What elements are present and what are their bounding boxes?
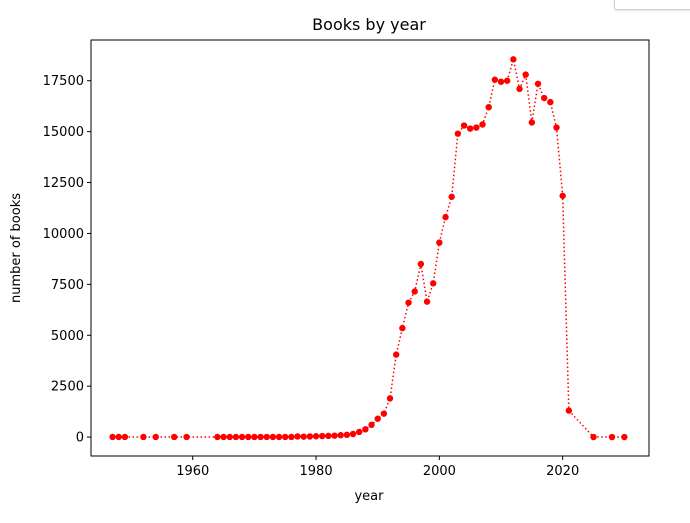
y-tick-label: 0 — [76, 431, 84, 446]
data-point — [386, 395, 394, 402]
y-tick-label: 17500 — [43, 74, 84, 89]
data-point — [183, 433, 190, 441]
data-point — [393, 351, 400, 358]
data-point — [473, 124, 480, 131]
y-tick-label: 5000 — [51, 329, 84, 344]
data-point — [547, 98, 554, 106]
data-point — [466, 125, 474, 132]
data-point — [380, 410, 388, 417]
data-point — [590, 433, 597, 441]
data-point — [214, 433, 221, 441]
y-tick-label: 15000 — [43, 125, 84, 140]
data-point — [479, 121, 486, 128]
y-tick-label: 2500 — [51, 380, 84, 395]
x-axis-label: year — [354, 489, 384, 504]
data-point — [503, 77, 511, 84]
data-point — [510, 56, 517, 63]
data-point — [454, 130, 462, 137]
data-point — [608, 433, 616, 441]
data-point — [565, 407, 573, 414]
y-axis-ticks: 0 2500 5000 7500 10000 12500 15000 17500 — [43, 74, 91, 446]
data-point — [362, 426, 369, 433]
data-point — [269, 433, 277, 441]
data-point — [121, 433, 129, 441]
data-point — [423, 298, 431, 305]
y-tick-label: 12500 — [43, 176, 84, 191]
data-series — [109, 56, 628, 441]
data-point — [540, 94, 548, 102]
x-tick-label: 1980 — [300, 464, 333, 479]
data-point — [528, 119, 536, 126]
data-point — [436, 239, 443, 246]
data-point — [349, 430, 357, 438]
data-point — [306, 433, 314, 440]
data-point — [374, 415, 381, 422]
x-tick-label: 2020 — [546, 464, 579, 479]
series-line — [112, 59, 625, 438]
data-point — [448, 193, 455, 200]
data-point — [405, 299, 412, 306]
data-point — [152, 433, 159, 441]
corner-toolbar-widget — [614, 0, 690, 10]
data-point — [356, 428, 363, 436]
data-point — [282, 433, 289, 441]
chart-title: Books by year — [312, 15, 426, 34]
data-point — [559, 192, 566, 199]
x-tick-label: 2000 — [423, 464, 456, 479]
data-point — [140, 433, 147, 441]
data-point — [319, 432, 326, 440]
data-point — [263, 433, 270, 441]
y-tick-label: 10000 — [43, 227, 84, 242]
data-point — [245, 433, 252, 441]
y-tick-label: 7500 — [51, 278, 84, 293]
data-point — [417, 260, 425, 268]
data-point — [232, 433, 240, 441]
y-axis-label: number of books — [9, 193, 24, 303]
data-point — [399, 324, 406, 332]
data-point — [522, 71, 529, 78]
data-point — [238, 433, 246, 441]
data-point — [331, 432, 338, 439]
data-point — [553, 124, 560, 131]
data-point — [497, 78, 505, 85]
plot-frame — [90, 39, 650, 457]
data-point — [430, 280, 437, 287]
data-point — [337, 432, 344, 439]
data-point — [516, 85, 523, 93]
data-point — [442, 213, 449, 221]
x-tick-label: 1960 — [176, 464, 209, 479]
data-point — [288, 433, 295, 441]
data-point — [312, 433, 320, 440]
data-point — [411, 288, 418, 295]
data-point — [621, 433, 628, 441]
data-point — [275, 433, 283, 441]
data-point — [251, 433, 258, 441]
data-point — [485, 104, 492, 111]
data-point — [325, 432, 332, 440]
data-point — [460, 122, 468, 129]
data-point — [171, 433, 178, 441]
data-point — [343, 431, 351, 439]
data-point — [368, 421, 375, 429]
data-point — [294, 433, 301, 440]
x-axis-ticks: 1960 1980 2000 2020 — [176, 456, 579, 479]
data-point — [534, 80, 542, 87]
data-point — [115, 433, 122, 441]
data-point — [109, 433, 116, 441]
data-point — [226, 433, 233, 441]
data-point — [257, 433, 264, 441]
data-point — [220, 433, 227, 441]
data-point — [491, 76, 499, 83]
data-point — [300, 433, 307, 440]
